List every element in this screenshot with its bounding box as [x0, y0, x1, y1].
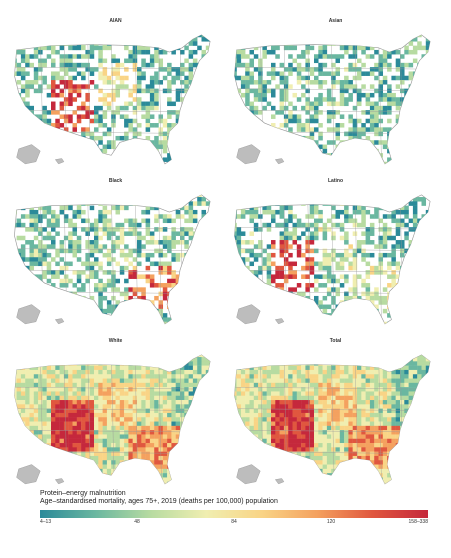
legend-ticks: 4–13 48 84 120 158–338 [40, 519, 428, 527]
panel-title: AIAN [109, 18, 122, 24]
us-county-map [14, 34, 211, 165]
map-panel-latino: Latino [228, 178, 443, 348]
hawaii-shape [54, 318, 65, 325]
panel-title: Latino [328, 178, 343, 184]
legend-gradient-rect [40, 510, 428, 518]
us-county-map [234, 194, 431, 325]
legend-tick-label: 84 [231, 519, 237, 525]
legend-tick-label: 48 [134, 519, 140, 525]
legend-color-bar [40, 510, 428, 518]
alaska-shape [236, 144, 261, 165]
hawaii-shape [274, 158, 285, 165]
legend-tick-label: 120 [326, 519, 336, 525]
us-county-map [14, 194, 211, 325]
legend-gradient [40, 510, 428, 518]
us-county-map [234, 354, 431, 485]
legend: Protein–energy malnutrition Age–standard… [40, 490, 430, 527]
map-panel-asian: Asian [228, 18, 443, 188]
us-county-map [234, 34, 431, 165]
alaska-shape [16, 304, 41, 325]
county-fills [14, 354, 211, 484]
panel-title: White [108, 338, 123, 344]
alaska-shape [236, 304, 261, 325]
alaska-shape [236, 464, 261, 485]
hawaii-shape [54, 158, 65, 165]
legend-tick-label: 158–338 [408, 519, 428, 525]
us-county-map [14, 354, 211, 485]
hawaii-shape [274, 318, 285, 325]
legend-tick-label: 4–13 [40, 519, 52, 525]
panel-title: Black [108, 178, 123, 184]
panel-title: Total [329, 338, 342, 344]
map-panel-black: Black [8, 178, 223, 348]
map-panel-white: White [8, 338, 223, 508]
alaska-shape [16, 144, 41, 165]
alaska-shape [16, 464, 41, 485]
hawaii-shape [274, 478, 285, 485]
panel-title: Asian [328, 18, 343, 24]
county-fills [234, 354, 431, 484]
map-panel-aian: AIAN [8, 18, 223, 188]
legend-title-line-2: Age–standardised mortality, ages 75+, 20… [40, 498, 278, 505]
hawaii-shape [54, 478, 65, 485]
legend-title-line-1: Protein–energy malnutrition [40, 490, 126, 497]
map-panel-total: Total [228, 338, 443, 508]
